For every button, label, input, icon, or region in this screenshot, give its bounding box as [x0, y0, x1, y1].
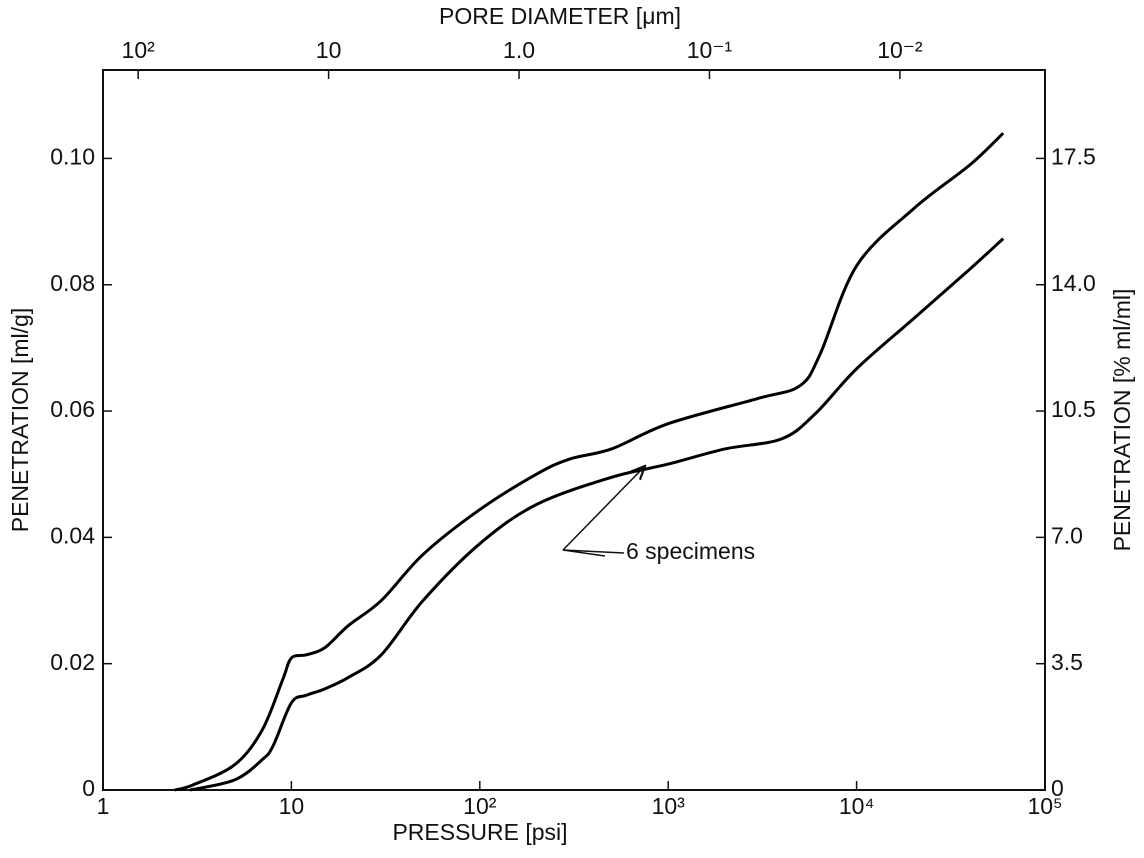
y-tick-label: 0.04: [50, 522, 95, 548]
top-tick-label: 10²: [122, 37, 156, 63]
annotation-arrows: [562, 466, 645, 557]
data-line: [189, 237, 1005, 792]
y-axis-title: PENETRATION [ml/g]: [7, 308, 33, 533]
y2-tick-label: 3.5: [1051, 649, 1083, 675]
x-tick-label: 10⁵: [1027, 793, 1062, 819]
y2-tick-label: 14.0: [1051, 270, 1096, 296]
y2-tick-label: 7.0: [1051, 522, 1083, 548]
x-tick-label: 10³: [652, 793, 686, 819]
y2-tick-label: 0: [1051, 775, 1064, 801]
y-tick-label: 0.10: [50, 143, 95, 169]
y-tick-label: 0.06: [50, 396, 95, 422]
data-line: [174, 132, 1005, 792]
x-tick-label: 1: [97, 793, 110, 819]
top-tick-label: 1.0: [503, 37, 535, 63]
top-tick-label: 10: [316, 37, 342, 63]
y-tick-label: 0: [82, 775, 95, 801]
top-tick-label: 10⁻²: [877, 37, 923, 63]
y2-tick-label: 10.5: [1051, 396, 1096, 422]
x-tick-label: 10⁴: [839, 793, 874, 819]
y2-tick-label: 17.5: [1051, 143, 1096, 169]
annotation-arrow: [562, 466, 645, 551]
y-tick-label: 0.02: [50, 649, 95, 675]
top-axis-title: PORE DIAMETER [μm]: [439, 3, 681, 29]
annotation: 6 specimens: [626, 538, 755, 564]
top-tick-label: 10⁻¹: [687, 37, 733, 63]
annotation-line: [562, 549, 606, 557]
x-axis-title: PRESSURE [psi]: [392, 819, 567, 845]
y-tick-label: 0.08: [50, 270, 95, 296]
x-tick-label: 10: [279, 793, 305, 819]
y2-axis-title: PENETRATION [% ml/ml]: [1109, 289, 1135, 552]
annotation-line: [562, 549, 625, 554]
plot-frame: [102, 69, 1046, 791]
x-tick-label: 10²: [463, 793, 497, 819]
